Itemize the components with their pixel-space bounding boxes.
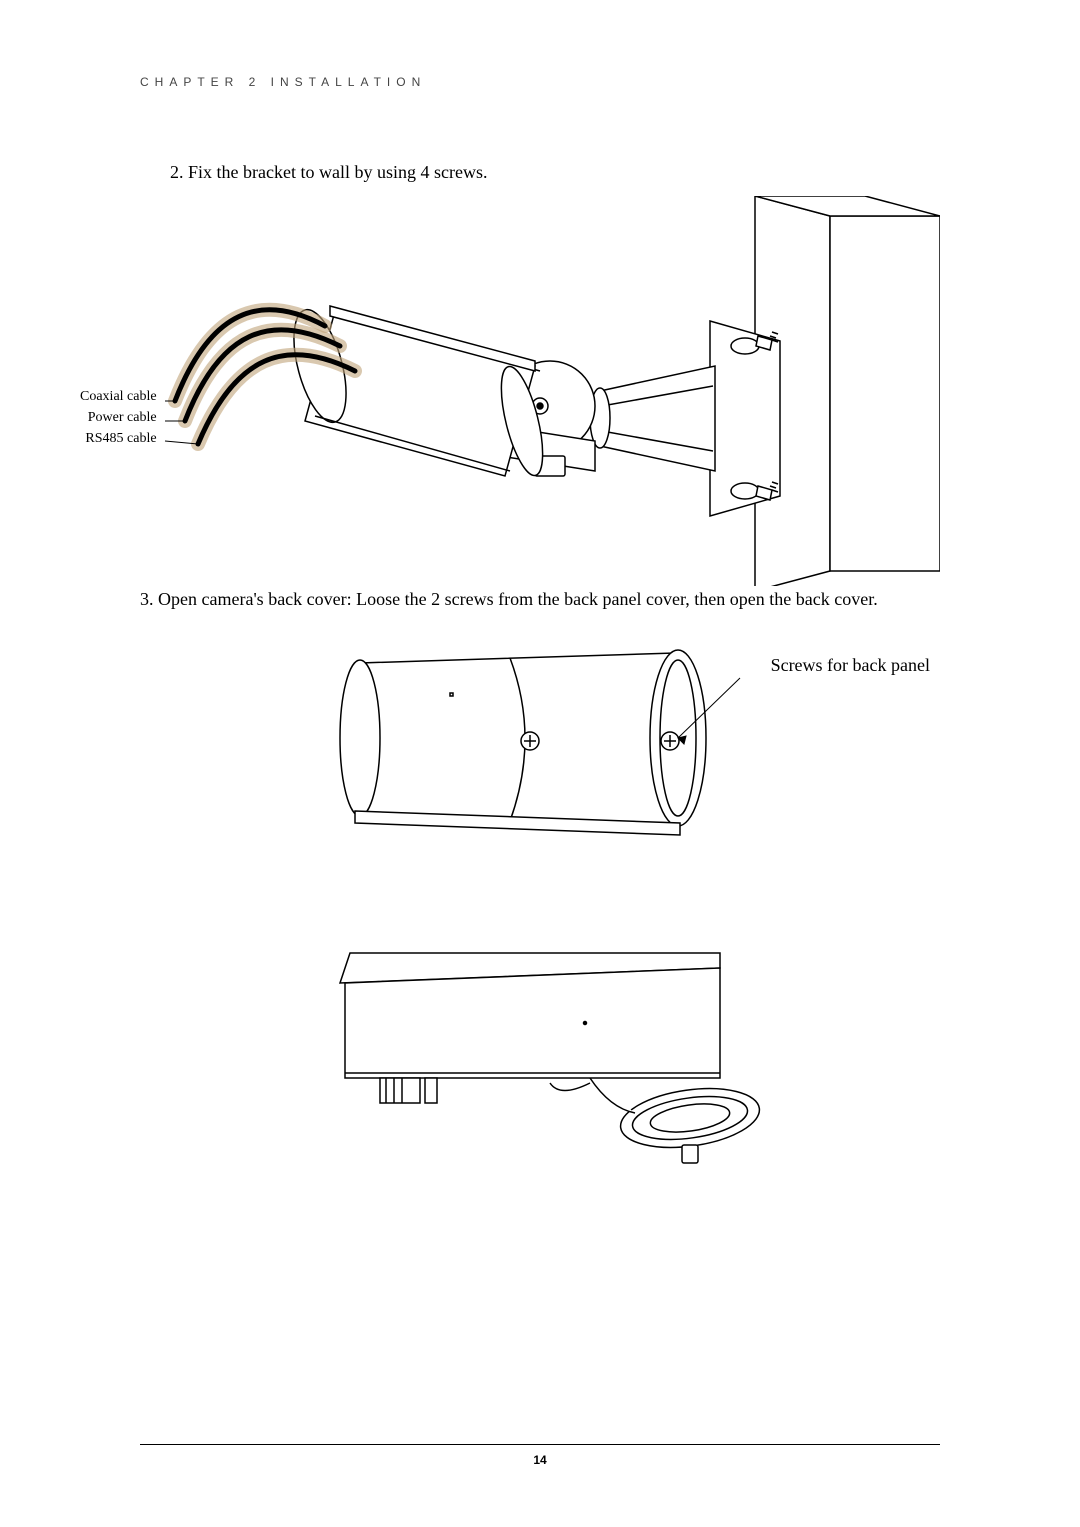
footer-rule (140, 1444, 940, 1445)
chapter-header: CHAPTER 2 INSTALLATION (140, 75, 940, 89)
figure2-container: Screws for back panel (140, 623, 940, 863)
page-container: CHAPTER 2 INSTALLATION 2. Fix the bracke… (0, 0, 1080, 1527)
step2-text: 2. Fix the bracket to wall by using 4 sc… (170, 159, 940, 186)
figure2-drawing (300, 623, 780, 863)
figure1-container: Coaxial cable Power cable RS485 cable (140, 196, 940, 586)
figure3-container (140, 923, 940, 1183)
figure1-drawing (140, 196, 940, 586)
step3-text: 3. Open camera's back cover: Loose the 2… (140, 586, 940, 613)
figure3-drawing (290, 923, 790, 1183)
label-screws-back-panel: Screws for back panel (771, 655, 930, 676)
page-number: 14 (0, 1453, 1080, 1467)
